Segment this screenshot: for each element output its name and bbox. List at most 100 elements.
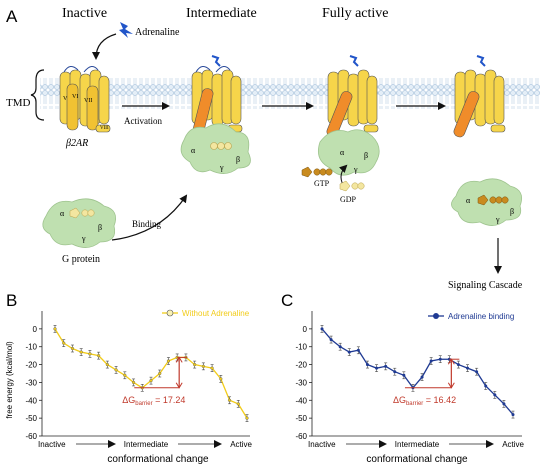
gprotein-free: α β γ <box>42 198 117 248</box>
data-point <box>62 341 66 345</box>
tmd-label: TMD <box>6 97 31 109</box>
data-point <box>88 352 92 356</box>
series-line <box>321 328 514 415</box>
y-tick-label: -60 <box>25 432 37 441</box>
gprotein-active: α β γ <box>451 178 523 226</box>
y-tick-label: -50 <box>295 414 307 423</box>
receptor-intermediate <box>191 55 243 134</box>
barrier-annotation: ΔGbarrier = 16.42 <box>393 395 456 407</box>
panel-b-label: B <box>6 291 17 310</box>
data-point <box>131 380 136 385</box>
y-tick-label: 0 <box>303 325 308 334</box>
data-point <box>384 364 388 368</box>
adrenaline-arrow <box>92 33 117 60</box>
data-point <box>365 363 369 367</box>
activation-label: Activation <box>124 116 162 126</box>
gprotein-intermediate: α β γ <box>180 123 251 174</box>
svg-text:γ: γ <box>81 234 86 243</box>
y-tick-label: -20 <box>295 361 307 370</box>
panel-a-label: A <box>6 7 18 26</box>
x-tick-label: Inactive <box>308 440 336 449</box>
data-point <box>456 363 460 367</box>
data-point <box>236 402 240 406</box>
svg-text:α: α <box>340 148 345 157</box>
data-point <box>356 348 360 352</box>
adrenaline-label: Adrenaline <box>135 27 180 38</box>
y-tick-label: -20 <box>25 361 37 370</box>
data-point <box>502 402 506 406</box>
tmd-brace <box>30 69 45 121</box>
x-tick-label: Intermediate <box>124 440 169 449</box>
data-point <box>420 375 424 379</box>
barrier-arrowhead <box>175 382 183 389</box>
signaling-label: Signaling Cascade <box>448 280 523 291</box>
data-point <box>347 350 351 354</box>
data-point <box>105 362 109 367</box>
data-point <box>375 366 379 370</box>
data-point <box>429 359 433 363</box>
x-tick-label: Inactive <box>38 440 66 449</box>
data-point <box>158 371 162 376</box>
data-point <box>245 416 249 420</box>
svg-text:γ: γ <box>495 215 500 224</box>
svg-text:VIII: VIII <box>100 126 109 131</box>
receptor-inactive: V VI VII VIII <box>59 66 111 133</box>
svg-text:α: α <box>60 209 65 218</box>
data-point <box>79 350 83 354</box>
svg-text:β: β <box>98 223 102 232</box>
y-tick-label: -30 <box>295 378 307 387</box>
y-tick-label: -30 <box>25 378 37 387</box>
data-point <box>201 364 205 368</box>
svg-text:VI: VI <box>72 94 78 100</box>
svg-text:VII: VII <box>84 98 92 104</box>
gtp-label: GTP <box>314 179 330 188</box>
data-point <box>219 377 223 381</box>
data-point <box>338 345 342 349</box>
data-point <box>114 368 118 372</box>
y-tick-label: -10 <box>25 343 37 352</box>
chart-b-ylabel: free energy (kcal/mol) <box>5 341 14 419</box>
data-point <box>493 393 497 397</box>
svg-text:α: α <box>191 146 196 155</box>
barrier-annotation: ΔGbarrier = 17.24 <box>122 395 185 407</box>
stage-label-fully-active: Fully active <box>322 6 389 21</box>
adrenaline-bolt-icon <box>119 22 133 38</box>
y-tick-label: -40 <box>25 396 37 405</box>
x-tick-label: Active <box>502 440 524 449</box>
data-point <box>475 370 479 374</box>
chart-b-xlabel: conformational change <box>107 454 209 465</box>
barrier-arrowhead <box>447 358 455 365</box>
y-tick-label: -40 <box>295 396 307 405</box>
data-point <box>320 327 324 331</box>
data-point <box>511 413 515 417</box>
data-point <box>166 359 171 363</box>
data-point <box>149 379 153 383</box>
y-tick-label: 0 <box>33 325 38 334</box>
data-point <box>210 366 214 370</box>
binding-label: Binding <box>132 219 162 229</box>
data-point <box>402 373 406 377</box>
legend-label: Without Adrenaline <box>182 309 250 318</box>
data-point <box>123 373 127 377</box>
data-point <box>438 357 442 361</box>
data-point <box>393 370 397 374</box>
panel-c-label: C <box>281 291 293 310</box>
chart-c-xlabel: conformational change <box>366 454 468 465</box>
y-tick-label: -10 <box>295 343 307 352</box>
data-point <box>70 346 75 351</box>
barrier-arrowhead <box>447 382 455 389</box>
data-point <box>484 384 488 388</box>
data-point <box>53 327 57 331</box>
stage-label-intermediate: Intermediate <box>186 6 257 21</box>
svg-text:γ: γ <box>219 163 224 172</box>
barrier-arrowhead <box>175 356 183 363</box>
y-tick-label: -50 <box>25 414 37 423</box>
x-tick-label: Intermediate <box>395 440 440 449</box>
data-point <box>97 354 101 358</box>
legend-label: Adrenaline binding <box>448 312 514 321</box>
data-point <box>193 362 197 367</box>
legend-marker <box>433 313 439 319</box>
